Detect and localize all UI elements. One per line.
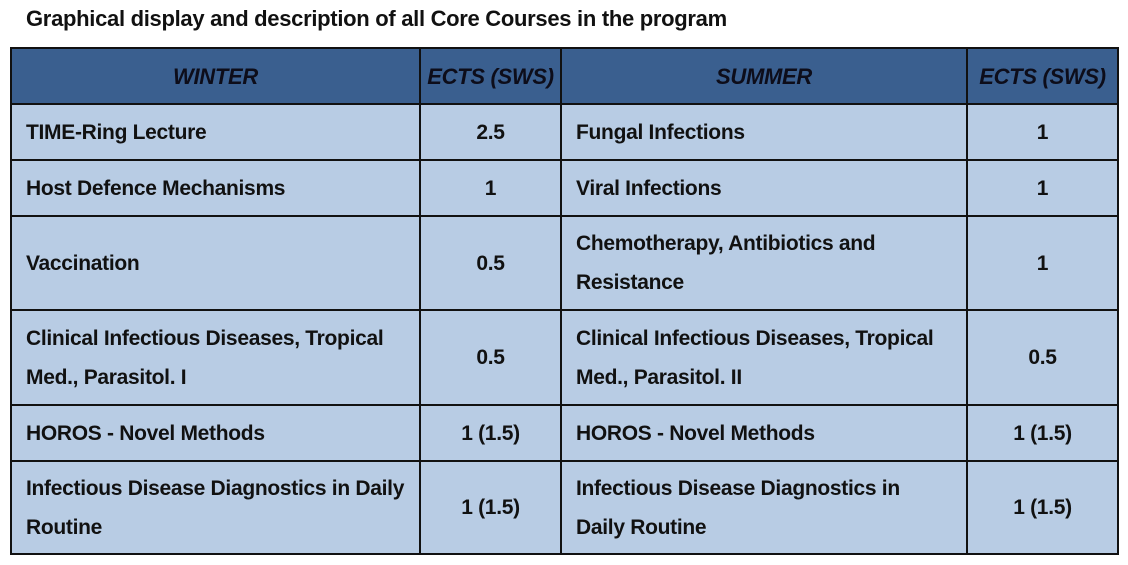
winter-course: Clinical Infectious Diseases, Tropical M… [10,309,421,406]
table-row: Vaccination 0.5 Chemotherapy, Antibiotic… [10,215,1119,311]
table-row: HOROS - Novel Methods 1 (1.5) HOROS - No… [10,404,1119,462]
header-summer: SUMMER [560,47,968,105]
summer-course: Viral Infections [560,159,968,217]
winter-course: Infectious Disease Diagnostics in Daily … [10,460,421,555]
summer-ects: 0.5 [966,309,1119,406]
summer-ects: 1 (1.5) [966,404,1119,462]
summer-ects: 1 (1.5) [966,460,1119,555]
header-winter: WINTER [10,47,421,105]
header-winter-ects: ECTS (SWS) [419,47,562,105]
winter-ects: 0.5 [419,309,562,406]
table-row: TIME-Ring Lecture 2.5 Fungal Infections … [10,103,1119,161]
summer-course: HOROS - Novel Methods [560,404,968,462]
winter-ects: 1 (1.5) [419,404,562,462]
table-row: Host Defence Mechanisms 1 Viral Infectio… [10,159,1119,217]
summer-ects: 1 [966,103,1119,161]
winter-course: Vaccination [10,215,421,311]
summer-course: Clinical Infectious Diseases, Tropical M… [560,309,968,406]
summer-ects: 1 [966,215,1119,311]
summer-course: Fungal Infections [560,103,968,161]
winter-course: HOROS - Novel Methods [10,404,421,462]
winter-ects: 1 [419,159,562,217]
winter-ects: 2.5 [419,103,562,161]
winter-ects: 1 (1.5) [419,460,562,555]
core-courses-table: WINTER ECTS (SWS) SUMMER ECTS (SWS) TIME… [10,47,1119,555]
summer-course: Infectious Disease Diagnostics in Daily … [560,460,968,555]
summer-ects: 1 [966,159,1119,217]
table-row: Clinical Infectious Diseases, Tropical M… [10,309,1119,406]
table-header-row: WINTER ECTS (SWS) SUMMER ECTS (SWS) [10,47,1119,105]
winter-course: TIME-Ring Lecture [10,103,421,161]
header-summer-ects: ECTS (SWS) [966,47,1119,105]
summer-course: Chemotherapy, Antibiotics and Resistance [560,215,968,311]
table-row: Infectious Disease Diagnostics in Daily … [10,460,1119,555]
winter-course: Host Defence Mechanisms [10,159,421,217]
page-title: Graphical display and description of all… [26,6,727,31]
winter-ects: 0.5 [419,215,562,311]
